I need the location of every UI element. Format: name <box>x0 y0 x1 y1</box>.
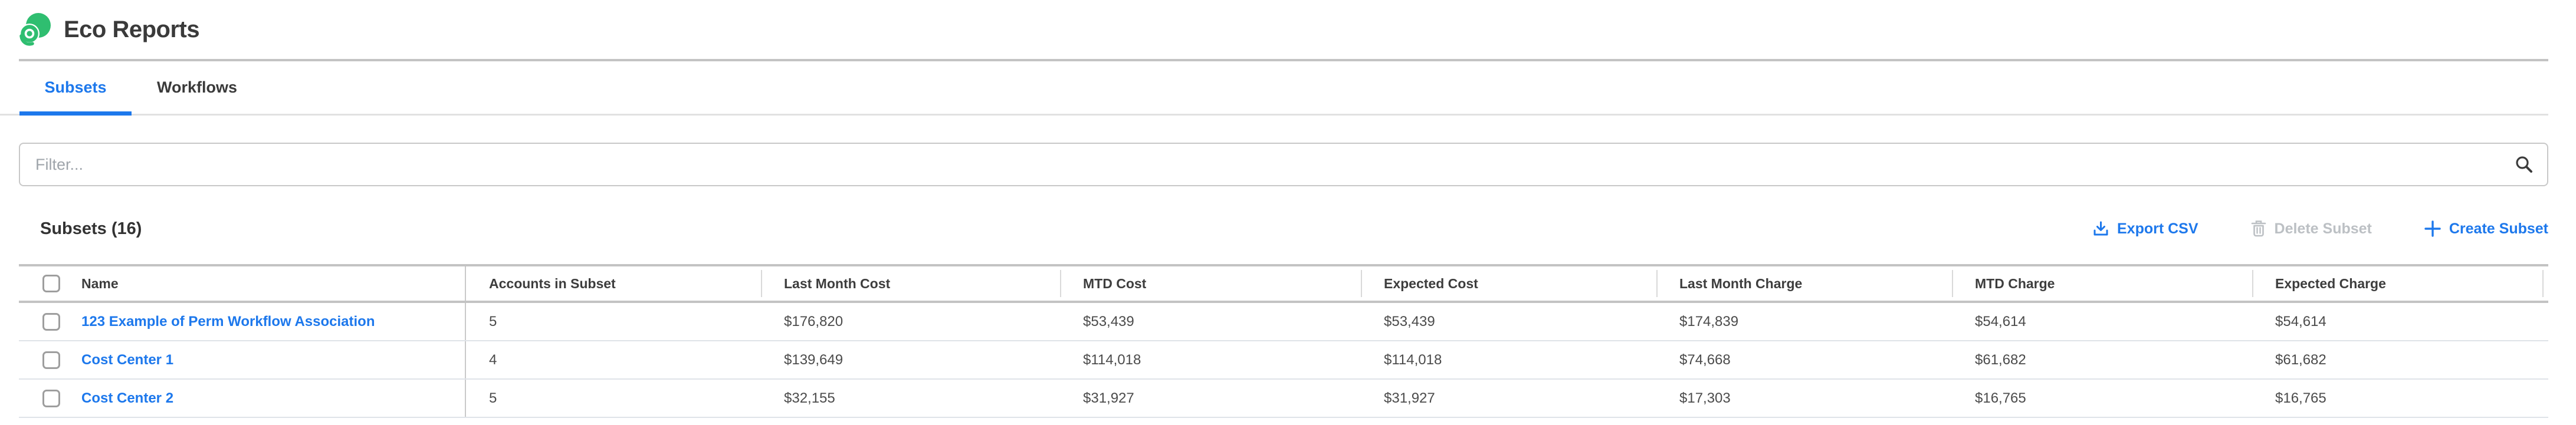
column-header-mtd-charge: MTD Charge <box>1952 266 2252 301</box>
column-header-last-month-cost: Last Month Cost <box>761 266 1060 301</box>
eco-swirl-logo-icon <box>18 12 52 47</box>
section-header: Subsets (16) Export CSV Delete Subset <box>19 216 2548 242</box>
cell-last-month-cost: $139,649 <box>761 341 1060 378</box>
cell-name: Cost Center 2 <box>19 380 465 417</box>
create-subset-button[interactable]: Create Subset <box>2424 220 2548 238</box>
cell-accounts-in-subset: 5 <box>465 380 761 417</box>
cell-expected-cost: $31,927 <box>1361 380 1656 417</box>
row-checkbox[interactable] <box>42 351 60 369</box>
delete-subset-label: Delete Subset <box>2275 220 2372 238</box>
cell-accounts-in-subset: 5 <box>465 303 761 340</box>
cell-last-month-cost: $32,155 <box>761 380 1060 417</box>
tab-subsets-label: Subsets <box>44 78 106 97</box>
table-row: Cost Center 2 5 $32,155 $31,927 $31,927 … <box>19 380 2548 418</box>
cell-mtd-cost: $53,439 <box>1060 303 1361 340</box>
cell-mtd-charge: $16,765 <box>1952 380 2252 417</box>
page-title: Eco Reports <box>64 17 199 43</box>
cell-mtd-charge: $61,682 <box>1952 341 2252 378</box>
export-csv-button[interactable]: Export CSV <box>2092 220 2198 238</box>
filter-input[interactable] <box>35 156 2514 174</box>
subset-link[interactable]: Cost Center 2 <box>81 390 173 407</box>
cell-name: Cost Center 1 <box>19 341 465 378</box>
plus-icon <box>2424 220 2442 238</box>
export-csv-label: Export CSV <box>2117 220 2198 238</box>
tab-workflows-label: Workflows <box>157 78 237 97</box>
section-title: Subsets (16) <box>19 219 142 239</box>
column-header-accounts-in-subset: Accounts in Subset <box>465 266 761 301</box>
column-header-expected-cost: Expected Cost <box>1361 266 1656 301</box>
trash-icon <box>2250 220 2267 238</box>
cell-expected-cost: $53,439 <box>1361 303 1656 340</box>
select-all-checkbox[interactable] <box>42 275 60 292</box>
subsets-table: Name Accounts in Subset Last Month Cost … <box>19 264 2548 418</box>
subset-link[interactable]: Cost Center 1 <box>81 352 173 368</box>
cell-expected-charge: $54,614 <box>2252 303 2548 340</box>
search-icon[interactable] <box>2514 154 2534 174</box>
table-header-row: Name Accounts in Subset Last Month Cost … <box>19 266 2548 303</box>
app-header: Eco Reports <box>0 0 2576 59</box>
cell-last-month-charge: $17,303 <box>1656 380 1952 417</box>
cell-name: 123 Example of Perm Workflow Association <box>19 303 465 340</box>
create-subset-label: Create Subset <box>2449 220 2548 238</box>
column-header-name: Name <box>81 276 119 292</box>
row-checkbox[interactable] <box>42 313 60 331</box>
cell-expected-charge: $16,765 <box>2252 380 2548 417</box>
table-row: Cost Center 1 4 $139,649 $114,018 $114,0… <box>19 341 2548 380</box>
column-header-expected-charge: Expected Charge <box>2252 266 2548 301</box>
tab-subsets[interactable]: Subsets <box>19 61 132 114</box>
table-body: 123 Example of Perm Workflow Association… <box>19 303 2548 418</box>
column-header-mtd-cost: MTD Cost <box>1060 266 1361 301</box>
cell-last-month-charge: $74,668 <box>1656 341 1952 378</box>
tab-workflows[interactable]: Workflows <box>139 61 255 114</box>
cell-expected-cost: $114,018 <box>1361 341 1656 378</box>
filter-container <box>19 143 2548 186</box>
cell-last-month-cost: $176,820 <box>761 303 1060 340</box>
tab-bar: Subsets Workflows <box>0 61 2548 116</box>
header-cell-name: Name <box>19 266 465 301</box>
table-row: 123 Example of Perm Workflow Association… <box>19 303 2548 341</box>
subset-link[interactable]: 123 Example of Perm Workflow Association <box>81 314 375 330</box>
download-icon <box>2092 220 2109 238</box>
action-bar: Export CSV Delete Subset Create Subset <box>2092 220 2548 238</box>
delete-subset-button[interactable]: Delete Subset <box>2250 220 2372 238</box>
cell-expected-charge: $61,682 <box>2252 341 2548 378</box>
cell-mtd-charge: $54,614 <box>1952 303 2252 340</box>
cell-mtd-cost: $114,018 <box>1060 341 1361 378</box>
column-header-last-month-charge: Last Month Charge <box>1656 266 1952 301</box>
cell-accounts-in-subset: 4 <box>465 341 761 378</box>
cell-last-month-charge: $174,839 <box>1656 303 1952 340</box>
cell-mtd-cost: $31,927 <box>1060 380 1361 417</box>
row-checkbox[interactable] <box>42 390 60 407</box>
